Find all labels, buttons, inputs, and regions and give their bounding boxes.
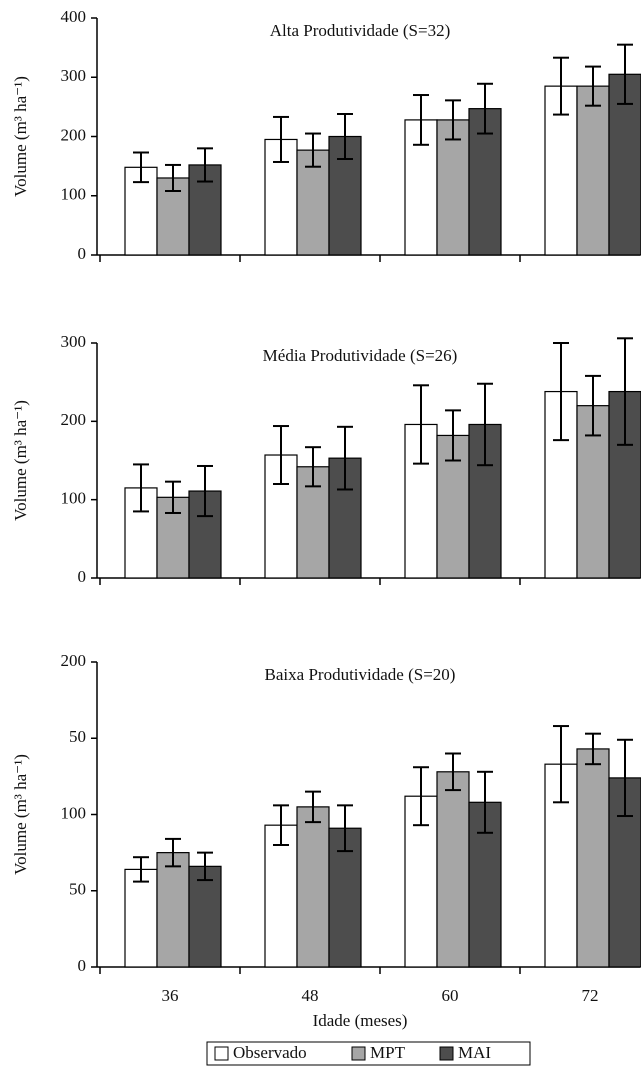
- chart-title: Média Produtividade (S=26): [263, 346, 458, 365]
- y-tick-label: 200: [61, 125, 87, 144]
- bar: [296, 149, 330, 256]
- y-tick-label: 0: [78, 956, 87, 975]
- x-tick-label: 36: [162, 986, 179, 1005]
- bar: [124, 868, 158, 968]
- legend-box: [206, 1041, 531, 1066]
- x-tick-label: 72: [582, 986, 599, 1005]
- bar: [436, 119, 470, 256]
- y-tick-label: 100: [61, 185, 87, 204]
- y-axis-label: Volume (m³ ha⁻¹): [11, 754, 30, 875]
- y-axis-label: Volume (m³ ha⁻¹): [11, 76, 30, 197]
- x-axis-label: Idade (meses): [313, 1011, 408, 1030]
- chart-title: Baixa Produtividade (S=20): [265, 665, 456, 684]
- legend-label: MAI: [458, 1043, 491, 1062]
- y-tick-label: 300: [61, 66, 87, 85]
- bar: [296, 806, 330, 968]
- y-tick-label: 300: [61, 332, 87, 351]
- bar: [264, 824, 298, 968]
- legend-swatch: [439, 1046, 454, 1061]
- x-tick-label: 60: [442, 986, 459, 1005]
- bar: [576, 85, 610, 256]
- bar: [188, 865, 222, 968]
- legend-label: Observado: [233, 1043, 307, 1062]
- y-axis-label: Volume (m³ ha⁻¹): [11, 400, 30, 521]
- bar: [608, 73, 641, 256]
- legend-swatch: [351, 1046, 366, 1061]
- chart-title: Alta Produtividade (S=32): [270, 21, 451, 40]
- y-tick-label: 0: [78, 244, 87, 263]
- bar: [436, 771, 470, 968]
- y-tick-label: 400: [61, 7, 87, 26]
- bar: [576, 748, 610, 968]
- bar: [156, 852, 190, 968]
- legend-swatch: [214, 1046, 229, 1061]
- legend-label: MPT: [370, 1043, 406, 1062]
- y-tick-label: 100: [61, 803, 87, 822]
- y-tick-label: 100: [61, 489, 87, 508]
- y-tick-label: 0: [78, 567, 87, 586]
- y-tick-label: 50: [69, 727, 86, 746]
- x-tick-label: 48: [302, 986, 319, 1005]
- y-tick-label: 200: [61, 410, 87, 429]
- y-tick-label: 200: [61, 651, 87, 670]
- y-tick-label: 50: [69, 880, 86, 899]
